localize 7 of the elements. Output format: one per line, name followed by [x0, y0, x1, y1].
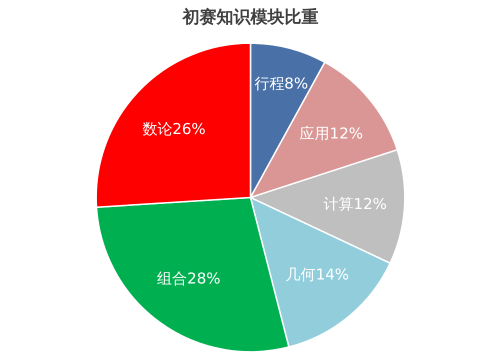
slice-label: 行程8% [254, 74, 308, 92]
slice-label: 组合28% [157, 270, 220, 288]
chart-title: 初赛知识模块比重 [182, 8, 318, 28]
slice-label: 计算12% [324, 194, 387, 213]
slice-label: 应用12% [300, 124, 364, 143]
slice-label: 几何14% [286, 266, 350, 284]
slice-label: 数论26% [142, 120, 206, 138]
